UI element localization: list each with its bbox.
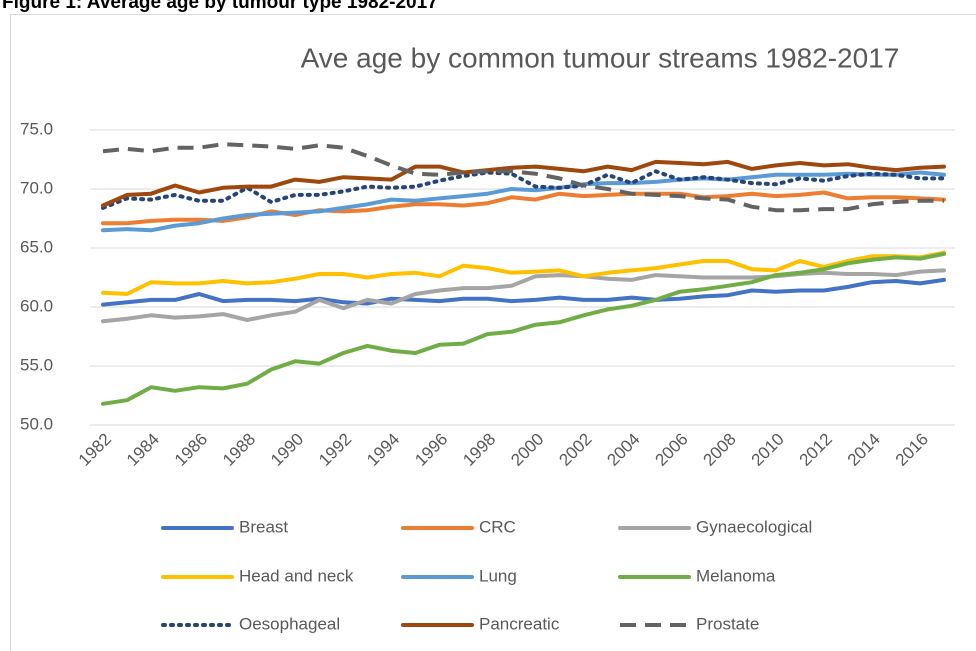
x-tick-label: 2006 [652, 430, 692, 470]
y-tick-label: 60.0 [20, 296, 53, 315]
legend-label: Breast [239, 517, 288, 536]
legend-label: Melanoma [696, 566, 776, 585]
x-tick-label: 2004 [603, 430, 643, 470]
x-tick-label: 2014 [844, 430, 884, 470]
x-tick-label: 2002 [555, 430, 595, 470]
series-line [101, 169, 946, 210]
chart-title: Ave age by common tumour streams 1982-20… [301, 42, 900, 73]
x-tick-label: 1992 [315, 430, 355, 470]
x-tick-label: 1994 [363, 430, 403, 470]
y-tick-label: 50.0 [20, 414, 53, 433]
y-tick-label: 65.0 [20, 237, 53, 256]
series-line [101, 170, 946, 233]
series-line [101, 250, 946, 296]
legend-label: Oesophageal [239, 614, 340, 633]
x-tick-label: 1984 [123, 430, 163, 470]
y-tick-label: 55.0 [20, 355, 53, 374]
x-tick-label: 1998 [459, 430, 499, 470]
series-line [102, 142, 944, 213]
legend-label: Pancreatic [479, 614, 560, 633]
x-tick-label: 1982 [75, 430, 115, 470]
series-line [101, 277, 946, 307]
figure-caption: Figure 1: Average age by tumour type 198… [2, 0, 438, 13]
x-tick-label: 1988 [219, 430, 259, 470]
y-tick-label: 75.0 [20, 119, 53, 138]
x-tick-label: 2012 [796, 430, 836, 470]
legend-label: Gynaecological [696, 517, 812, 536]
x-tick-label: 2016 [892, 430, 932, 470]
series-line [101, 159, 946, 208]
chart-frame [10, 14, 976, 651]
x-tick-label: 1996 [411, 430, 451, 470]
legend-label: Head and neck [239, 566, 354, 585]
x-tick-label: 2008 [700, 430, 740, 470]
series-line [101, 190, 946, 226]
legend-label: CRC [479, 517, 516, 536]
x-tick-label: 2000 [507, 430, 547, 470]
y-tick-label: 70.0 [20, 178, 53, 197]
legend-label: Prostate [696, 614, 759, 633]
x-tick-label: 1990 [267, 430, 307, 470]
series-line [101, 268, 946, 324]
series-line [101, 251, 946, 406]
x-tick-label: 2010 [748, 430, 788, 470]
legend-label: Lung [479, 566, 517, 585]
x-tick-label: 1986 [171, 430, 211, 470]
